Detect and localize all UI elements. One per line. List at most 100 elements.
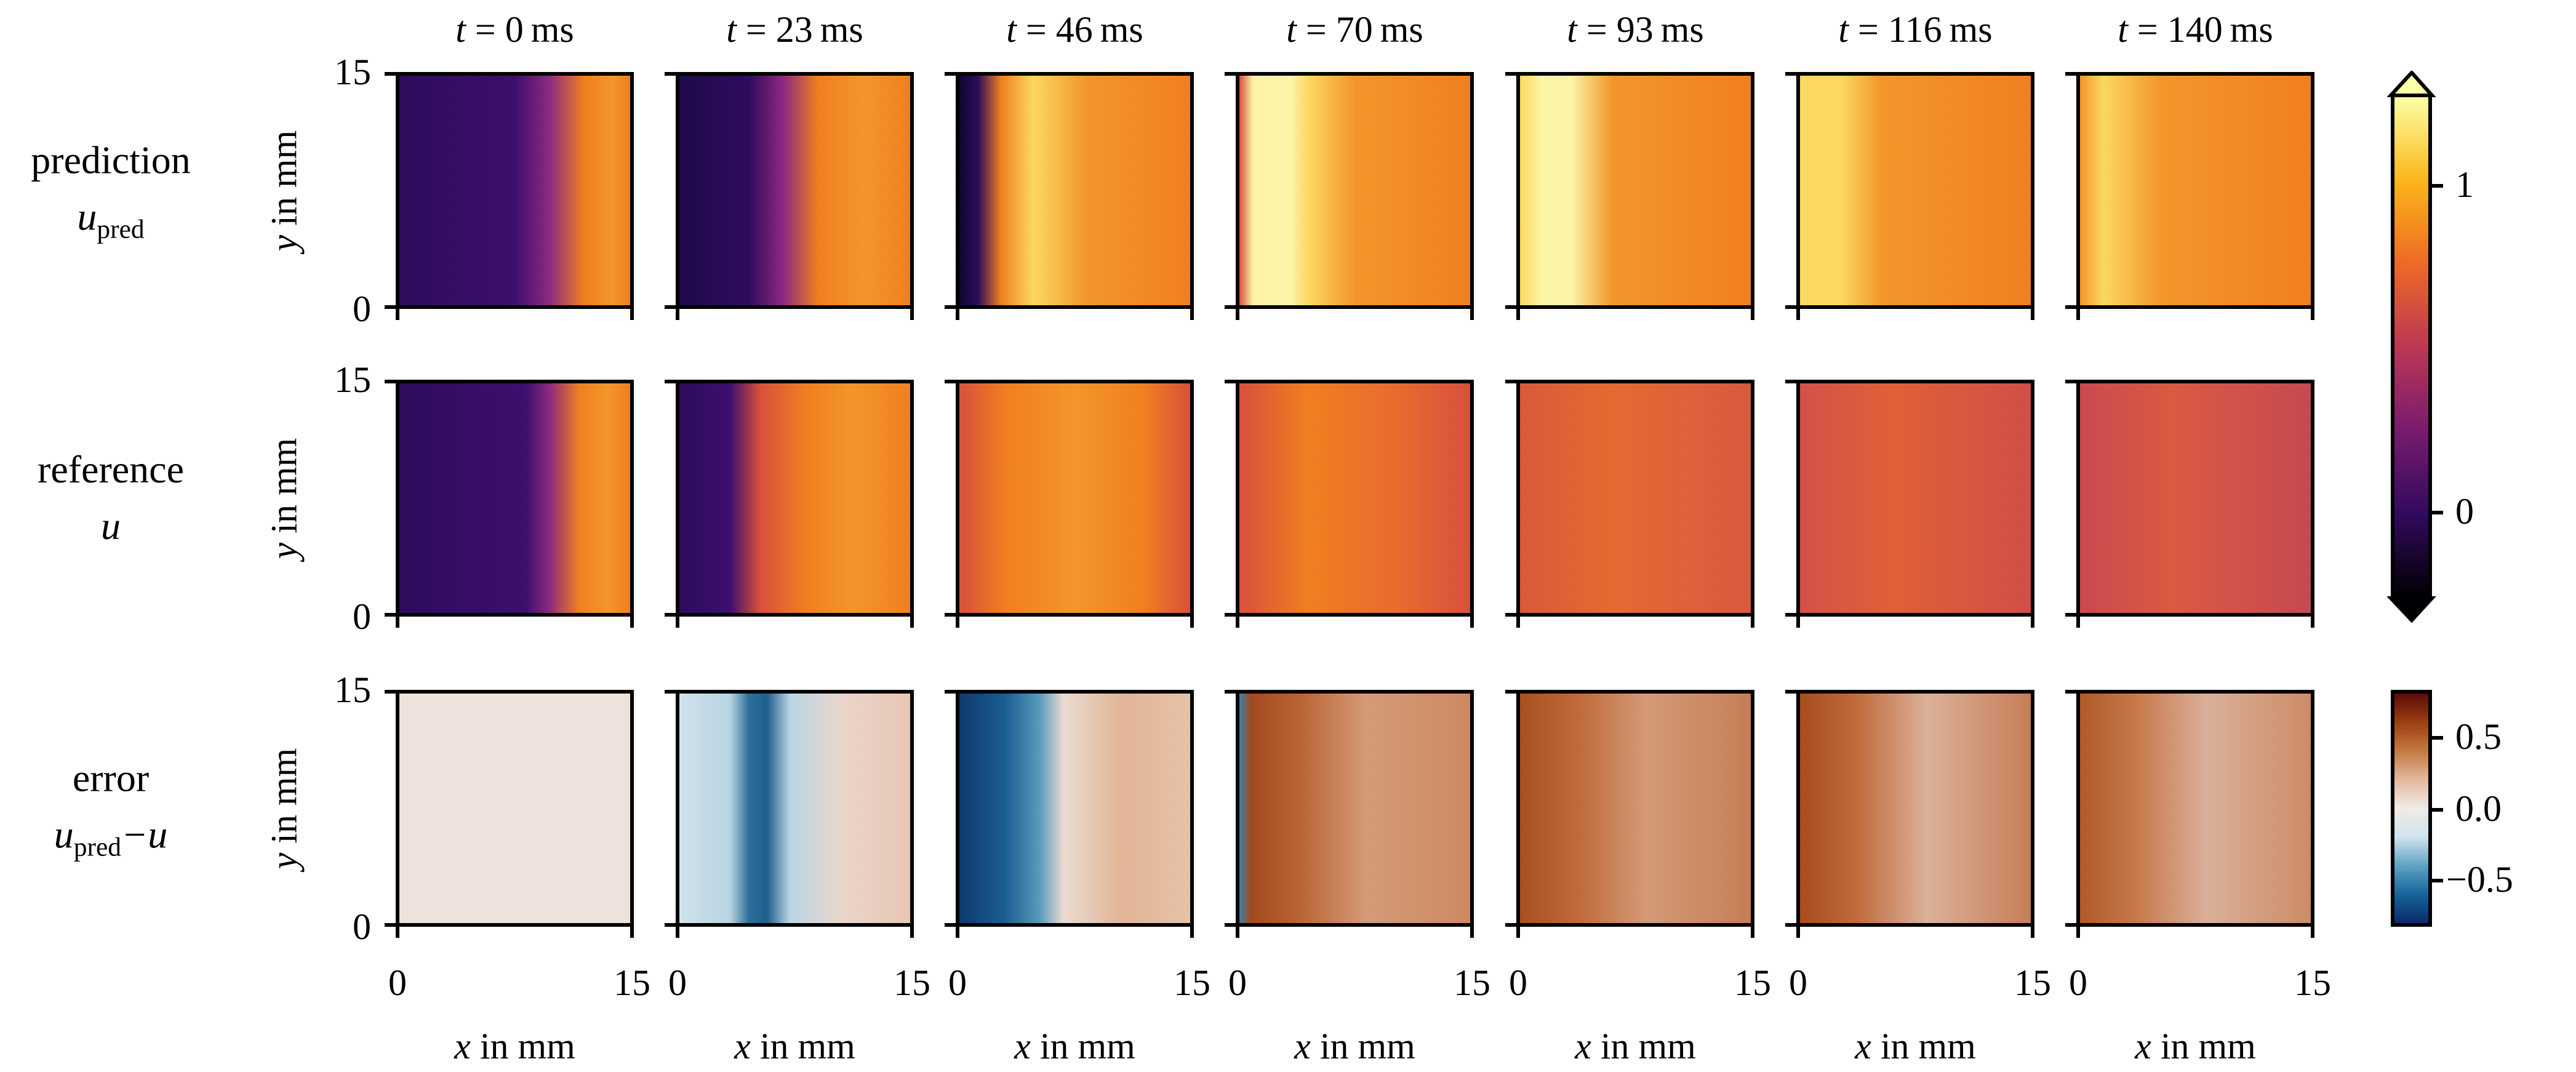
- y-tick: [665, 72, 676, 76]
- x-tick-label: 15: [2294, 962, 2331, 1003]
- colorbar-tick: [2432, 736, 2443, 740]
- x-tick: [2311, 309, 2314, 320]
- colorbar-tick: [2432, 184, 2443, 188]
- y-tick: [1225, 305, 1236, 309]
- x-tick: [396, 927, 399, 938]
- y-tick: [1785, 690, 1796, 694]
- x-axis-unit: in mm: [1039, 1026, 1135, 1066]
- column-title: t = 23 ms: [726, 11, 863, 48]
- colorbar-tick-label: 0: [2455, 491, 2474, 532]
- y-tick: [945, 380, 956, 383]
- heatmap-panel: [676, 690, 914, 927]
- x-tick: [2031, 927, 2034, 938]
- row-label-symbol: u: [38, 498, 184, 556]
- x-axis-unit: in mm: [1319, 1026, 1415, 1066]
- x-tick: [1236, 617, 1239, 628]
- x-tick: [1236, 309, 1239, 320]
- x-tick: [1751, 927, 1754, 938]
- y-tick: [945, 305, 956, 309]
- heatmap-panel: [676, 72, 914, 309]
- y-tick: [2065, 72, 2076, 76]
- title-value: 0: [505, 9, 524, 50]
- x-axis-variable: x: [1575, 1026, 1591, 1066]
- x-tick-label: 15: [614, 962, 650, 1003]
- y-tick: [1505, 613, 1516, 617]
- y-tick: [665, 613, 676, 617]
- colorbar-tick-label: 1: [2455, 164, 2474, 205]
- x-axis-label: x in mm: [734, 1028, 855, 1065]
- y-tick: [1785, 613, 1796, 617]
- y-tick: [385, 613, 396, 617]
- row-label: reference u: [38, 441, 184, 556]
- y-tick: [945, 613, 956, 617]
- symbol: u: [54, 812, 74, 857]
- x-tick: [1796, 309, 1800, 320]
- x-tick: [1516, 309, 1520, 320]
- x-axis-label: x in mm: [1014, 1028, 1135, 1065]
- column-title: t = 70 ms: [1286, 11, 1423, 48]
- x-tick: [1796, 617, 1800, 628]
- x-tick: [2076, 617, 2080, 628]
- y-tick-label: 0: [353, 906, 371, 947]
- title-variable: t: [455, 9, 466, 50]
- colorbar-tick: [2432, 879, 2443, 882]
- y-axis-label: y in mm: [263, 748, 306, 869]
- heatmap-panel: [1796, 690, 2034, 927]
- heatmap-panel: [1796, 72, 2034, 309]
- x-tick: [1190, 927, 1194, 938]
- x-tick-label: 15: [1734, 962, 1771, 1003]
- x-tick-label: 0: [948, 962, 967, 1003]
- y-tick: [1225, 923, 1236, 927]
- title-unit: ms: [1100, 9, 1143, 50]
- y-tick: [1225, 690, 1236, 694]
- x-tick: [2311, 617, 2314, 628]
- x-axis-label: x in mm: [1294, 1028, 1415, 1065]
- x-tick: [1751, 309, 1754, 320]
- x-tick: [1751, 617, 1754, 628]
- title-equals: =: [1025, 9, 1047, 50]
- title-value: 23: [775, 9, 813, 50]
- title-equals: =: [745, 9, 767, 50]
- x-tick-label: 0: [1228, 962, 1247, 1003]
- y-tick: [1785, 305, 1796, 309]
- heatmap-panel: [1796, 380, 2034, 617]
- x-tick-label: 0: [2069, 962, 2087, 1003]
- y-tick: [1505, 690, 1516, 694]
- colorbar-tick: [2432, 511, 2443, 514]
- y-axis-unit: in mm: [263, 748, 305, 844]
- x-tick: [1190, 309, 1194, 320]
- colorbar-tick-label: 0.0: [2455, 788, 2502, 829]
- x-tick: [1470, 617, 1474, 628]
- title-unit: ms: [1949, 9, 1993, 50]
- symbol-subscript: pred: [97, 214, 145, 244]
- title-value: 93: [1616, 9, 1654, 50]
- y-tick-label: 0: [353, 596, 371, 637]
- row-label-name: error: [72, 756, 150, 800]
- x-axis-label: x in mm: [1855, 1028, 1976, 1065]
- x-tick: [396, 309, 399, 320]
- title-equals: =: [1858, 9, 1879, 50]
- heatmap-panel: [956, 380, 1194, 617]
- y-tick: [1505, 923, 1516, 927]
- title-equals: =: [2137, 9, 2158, 50]
- heatmap-panel: [2076, 380, 2314, 617]
- heatmap-panel: [396, 72, 634, 309]
- title-equals: =: [1305, 9, 1327, 50]
- x-tick: [2076, 927, 2080, 938]
- y-tick: [1505, 380, 1516, 383]
- heatmap-panel: [1516, 690, 1754, 927]
- y-tick: [385, 305, 396, 309]
- y-tick-label: 15: [334, 52, 371, 92]
- x-axis-variable: x: [454, 1026, 471, 1066]
- y-axis-unit: in mm: [263, 130, 305, 226]
- heatmap-panel: [956, 72, 1194, 309]
- y-tick: [945, 72, 956, 76]
- colorbar-tick: [2432, 808, 2443, 812]
- x-tick: [630, 309, 634, 320]
- y-tick: [665, 690, 676, 694]
- x-tick: [1236, 927, 1239, 938]
- heatmap-panel: [1236, 690, 1474, 927]
- y-tick: [665, 305, 676, 309]
- y-tick: [2065, 923, 2076, 927]
